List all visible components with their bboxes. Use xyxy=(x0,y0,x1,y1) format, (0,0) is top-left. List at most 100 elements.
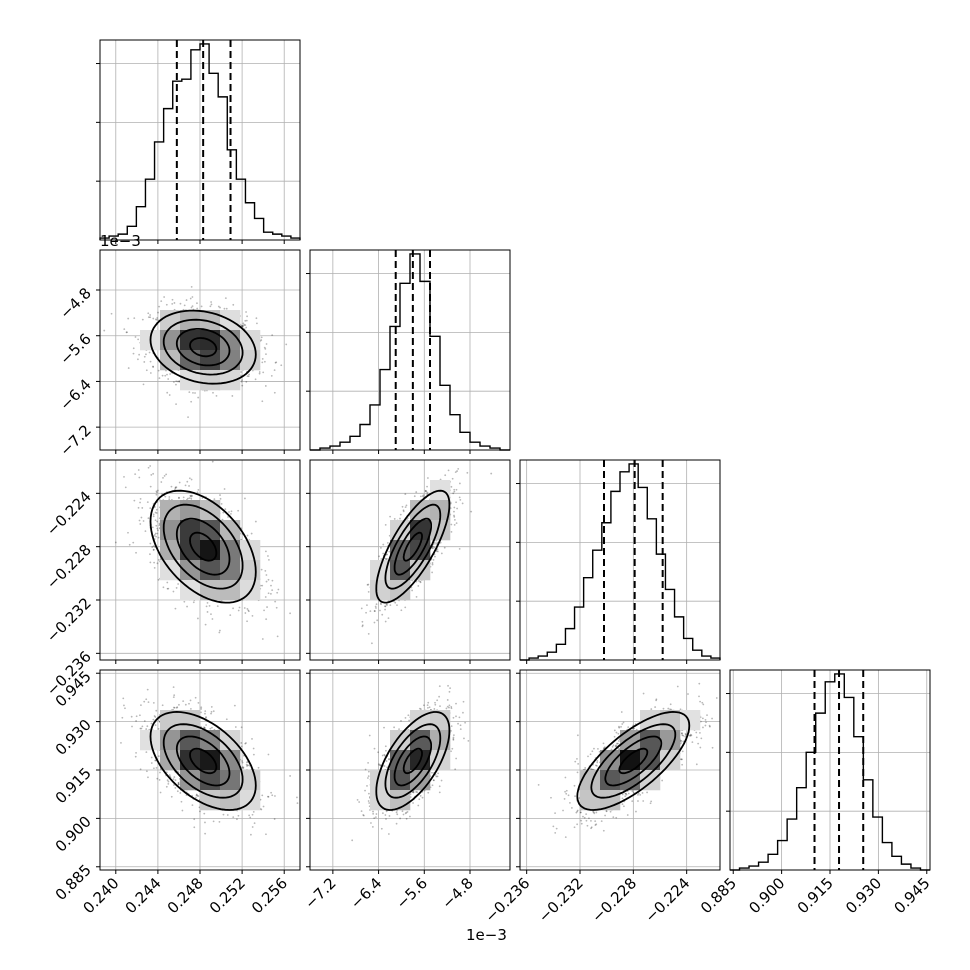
scatter-point xyxy=(415,595,418,598)
scatter-point xyxy=(427,791,430,794)
scatter-point xyxy=(381,812,384,815)
scatter-point xyxy=(211,726,213,729)
scatter-point xyxy=(444,474,447,477)
scatter-point xyxy=(134,755,137,758)
scatter-point xyxy=(196,794,199,797)
scatter-point xyxy=(437,772,440,775)
scatter-point xyxy=(122,697,125,700)
scatter-point xyxy=(367,775,370,777)
scatter-point xyxy=(176,380,179,383)
scatter-point xyxy=(178,481,181,484)
scatter-point xyxy=(399,513,402,516)
scatter-point xyxy=(245,311,247,313)
scatter-point xyxy=(383,765,386,767)
scatter-point xyxy=(388,550,391,553)
scatter-point xyxy=(424,490,427,492)
scatter-point xyxy=(434,703,437,706)
scatter-point xyxy=(269,592,272,595)
scatter-point xyxy=(230,510,233,513)
scatter-point xyxy=(402,813,405,816)
scatter-point xyxy=(157,727,160,730)
scatter-point xyxy=(153,534,156,536)
scatter-point xyxy=(251,614,254,617)
scatter-point xyxy=(212,710,215,713)
scatter-point xyxy=(228,511,230,513)
scatter-2-3 xyxy=(537,682,718,839)
scatter-point xyxy=(384,814,387,816)
scatter-point xyxy=(367,632,370,635)
scatter-point xyxy=(137,338,140,341)
scatter-point xyxy=(173,776,176,778)
scatter-point xyxy=(455,501,457,504)
scatter-point xyxy=(393,518,396,520)
scatter-point xyxy=(263,609,265,612)
scatter-point xyxy=(143,355,146,358)
scatter-point xyxy=(167,780,170,783)
scatter-point xyxy=(120,741,122,744)
scatter-point xyxy=(400,609,403,612)
scatter-point xyxy=(699,700,701,703)
scatter-point xyxy=(261,400,264,403)
scatter-point xyxy=(456,470,458,472)
scatter-point xyxy=(178,497,180,499)
scatter-point xyxy=(196,302,198,305)
scatter-point xyxy=(435,543,438,545)
scatter-point xyxy=(440,552,443,555)
scatter-point xyxy=(210,613,212,616)
scatter-point xyxy=(244,742,247,745)
scatter-point xyxy=(196,307,199,310)
scatter-point xyxy=(384,557,387,560)
scatter-point xyxy=(448,706,450,709)
y-tick-label: 0.930 xyxy=(52,716,95,759)
scatter-point xyxy=(263,346,266,349)
scatter-point xyxy=(176,790,179,793)
scatter-point xyxy=(155,493,158,496)
scatter-point xyxy=(177,782,180,785)
scatter-point xyxy=(408,815,411,818)
scatter-point xyxy=(166,581,169,584)
y-tick-label: −7.2 xyxy=(56,421,94,459)
scatter-point xyxy=(165,771,168,774)
scatter-point xyxy=(453,518,456,521)
scatter-point xyxy=(421,796,424,799)
scatter-point xyxy=(367,583,370,586)
scatter-point xyxy=(386,557,388,560)
scatter-point xyxy=(467,739,470,742)
scatter-point xyxy=(158,779,161,781)
scatter-point xyxy=(415,491,418,493)
scatter-point xyxy=(245,742,247,744)
scatter-point xyxy=(172,590,175,593)
scatter-point xyxy=(452,492,455,495)
scatter-point xyxy=(380,558,383,560)
scatter-point xyxy=(189,494,192,497)
scatter-point xyxy=(175,380,178,383)
y-tick-label: −5.6 xyxy=(56,330,94,368)
scatter-point xyxy=(156,520,159,523)
scatter-point xyxy=(204,832,207,835)
scatter-point xyxy=(436,775,439,778)
scatter-point xyxy=(296,802,299,805)
scatter-point xyxy=(459,499,462,501)
scatter-point xyxy=(453,514,455,517)
scatter-point xyxy=(200,708,203,710)
scatter-point xyxy=(241,324,244,327)
density-cell xyxy=(220,350,241,371)
scatter-point xyxy=(362,814,365,817)
scatter-point xyxy=(580,819,583,822)
scatter-point xyxy=(615,816,618,819)
scatter-point xyxy=(240,371,242,373)
scatter-point xyxy=(215,395,218,397)
scatter-point xyxy=(447,684,449,687)
scatter-point xyxy=(453,523,456,526)
scatter-point xyxy=(404,506,407,509)
scatter-point xyxy=(210,706,213,708)
scatter-point xyxy=(174,607,177,610)
scatter-point xyxy=(209,727,212,730)
y-tick-label: −0.224 xyxy=(43,487,95,539)
scatter-point xyxy=(184,484,187,487)
scatter-point xyxy=(453,490,456,493)
scatter-point xyxy=(203,389,206,392)
scatter-point xyxy=(431,562,434,564)
scatter-point xyxy=(160,481,163,483)
scatter-point xyxy=(380,827,383,830)
